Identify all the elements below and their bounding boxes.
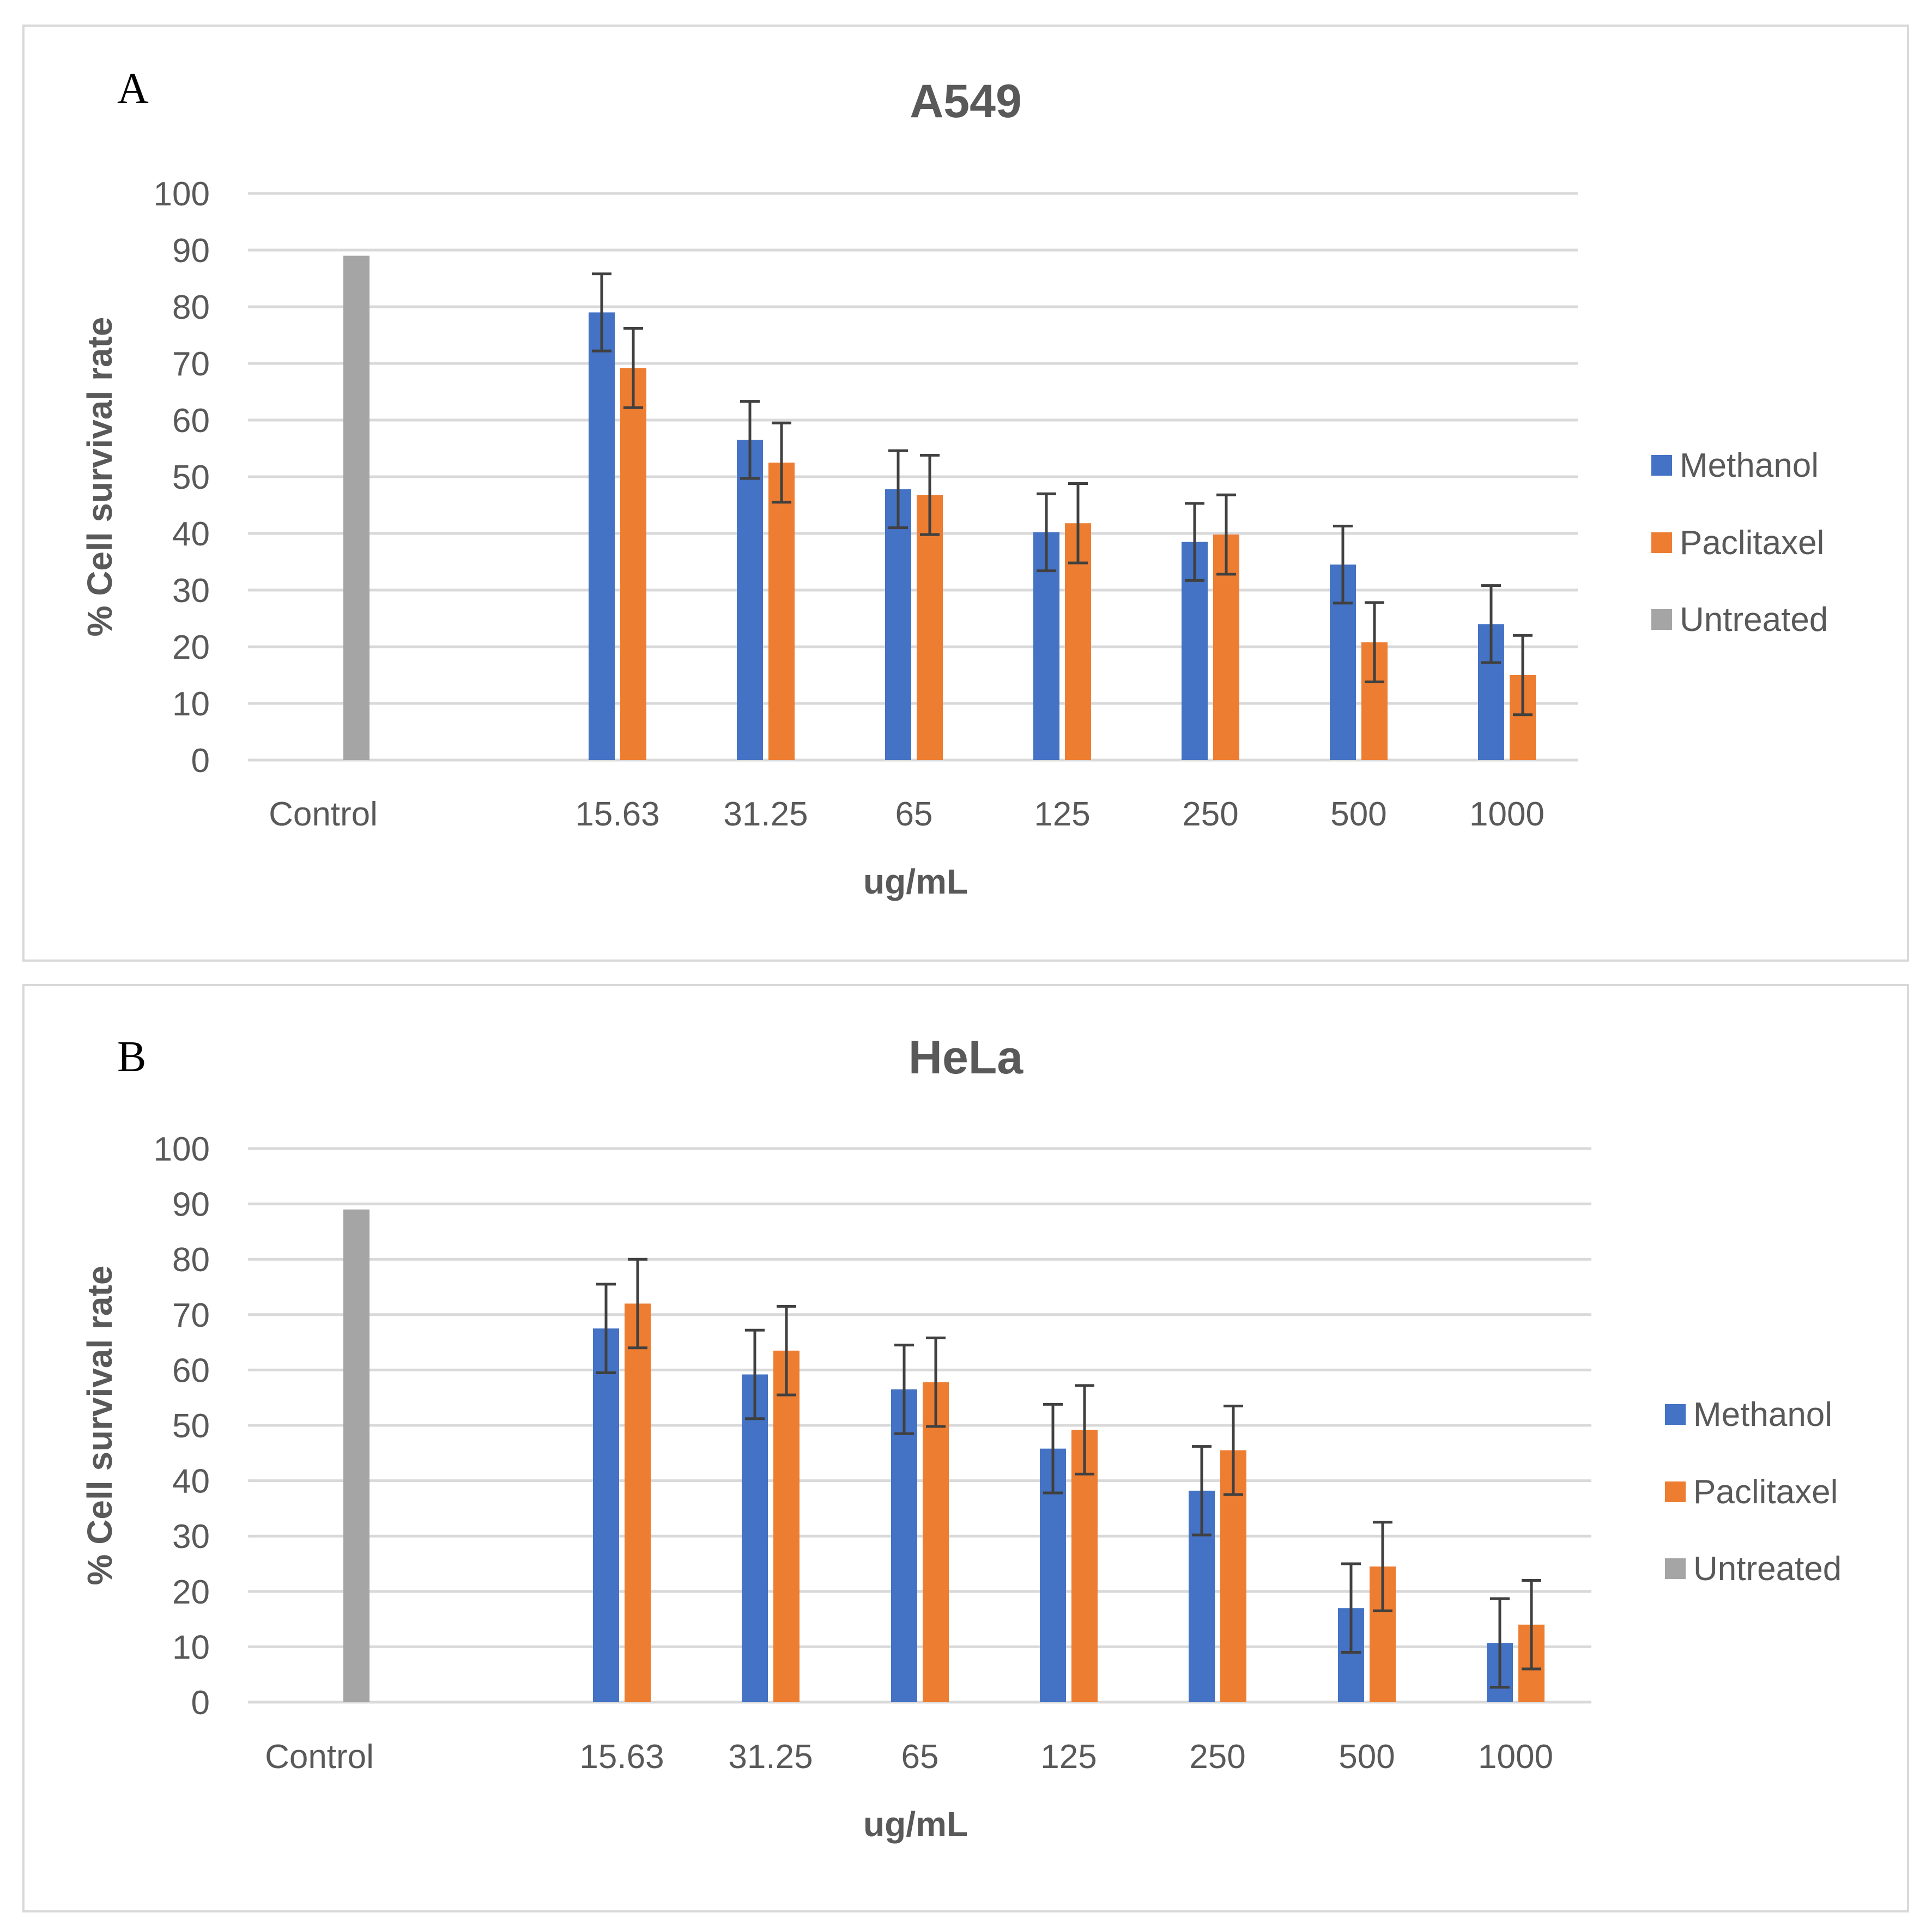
y-tick-label: 90 [172,1186,210,1224]
bar-methanol [891,1389,917,1702]
y-tick-label: 10 [172,685,210,723]
x-axis-title: ug/mL [863,862,968,901]
x-axis-title: ug/mL [863,1805,968,1844]
bar-paclitaxel [625,1303,651,1702]
x-category-label: 31.25 [728,1738,813,1776]
bar-paclitaxel [917,495,943,760]
x-category-label: 250 [1182,795,1238,833]
y-axis-title: % Cell survival rate [80,317,119,637]
bar-paclitaxel [620,368,646,760]
legend-label: Paclitaxel [1693,1473,1838,1511]
legend-label: Untreated [1680,601,1828,639]
bar-untreated [343,1209,370,1702]
x-category-label: 15.63 [575,795,659,833]
bar-methanol [589,312,615,760]
legend-swatch-paclitaxel [1651,532,1672,553]
x-category-label: 125 [1040,1738,1097,1776]
legend-swatch-methanol [1651,455,1672,476]
bar-paclitaxel [773,1350,800,1702]
y-tick-label: 60 [172,1352,210,1389]
x-category-label: 125 [1034,795,1090,833]
y-tick-label: 100 [154,1131,210,1168]
x-category-label: Control [269,795,378,833]
y-tick-label: 0 [191,1684,210,1722]
x-category-label: 15.63 [579,1738,664,1776]
y-tick-label: 30 [172,1518,210,1556]
y-tick-label: 30 [172,572,210,610]
y-tick-label: 50 [172,459,210,496]
x-category-label: 65 [895,795,933,833]
y-tick-label: 40 [172,1463,210,1501]
chart-title: A549 [910,75,1022,127]
x-category-label: 500 [1330,795,1386,833]
y-tick-label: 40 [172,515,210,553]
legend-label: Methanol [1680,447,1819,484]
legend-label: Methanol [1693,1396,1832,1434]
x-category-label: 31.25 [723,795,808,833]
bar-methanol [737,440,763,760]
x-category-label: Control [265,1738,374,1776]
panel-a-letter: A [117,65,149,113]
bar-untreated [343,256,370,760]
y-tick-label: 20 [172,1574,210,1611]
panel-a-frame [22,25,1909,962]
bar-paclitaxel [923,1382,949,1702]
legend-swatch-untreated [1665,1558,1686,1579]
legend-label: Untreated [1693,1550,1842,1588]
panel-b-frame [22,984,1909,1912]
x-category-label: 65 [901,1738,939,1776]
y-tick-label: 0 [191,742,210,780]
y-tick-label: 80 [172,1241,210,1279]
x-category-label: 1000 [1469,795,1545,833]
legend-swatch-methanol [1665,1404,1686,1425]
bar-methanol [885,489,911,760]
y-tick-label: 70 [172,345,210,383]
bar-paclitaxel [768,463,795,760]
x-category-label: 250 [1189,1738,1245,1776]
y-tick-label: 50 [172,1407,210,1445]
x-category-label: 500 [1339,1738,1395,1776]
legend-swatch-paclitaxel [1665,1481,1686,1502]
legend-label: Paclitaxel [1680,524,1824,562]
y-tick-label: 60 [172,402,210,440]
chart-title: HeLa [909,1031,1023,1084]
bar-methanol [742,1374,768,1702]
y-axis-title: % Cell survival rate [80,1266,119,1586]
y-tick-label: 80 [172,289,210,326]
legend-swatch-untreated [1651,609,1672,630]
bar-methanol [593,1328,619,1702]
panel-b-letter: B [117,1033,147,1081]
y-tick-label: 20 [172,629,210,666]
y-tick-label: 10 [172,1629,210,1666]
y-tick-label: 70 [172,1297,210,1334]
y-tick-label: 90 [172,232,210,270]
x-category-label: 1000 [1478,1738,1553,1776]
y-tick-label: 100 [154,175,210,213]
